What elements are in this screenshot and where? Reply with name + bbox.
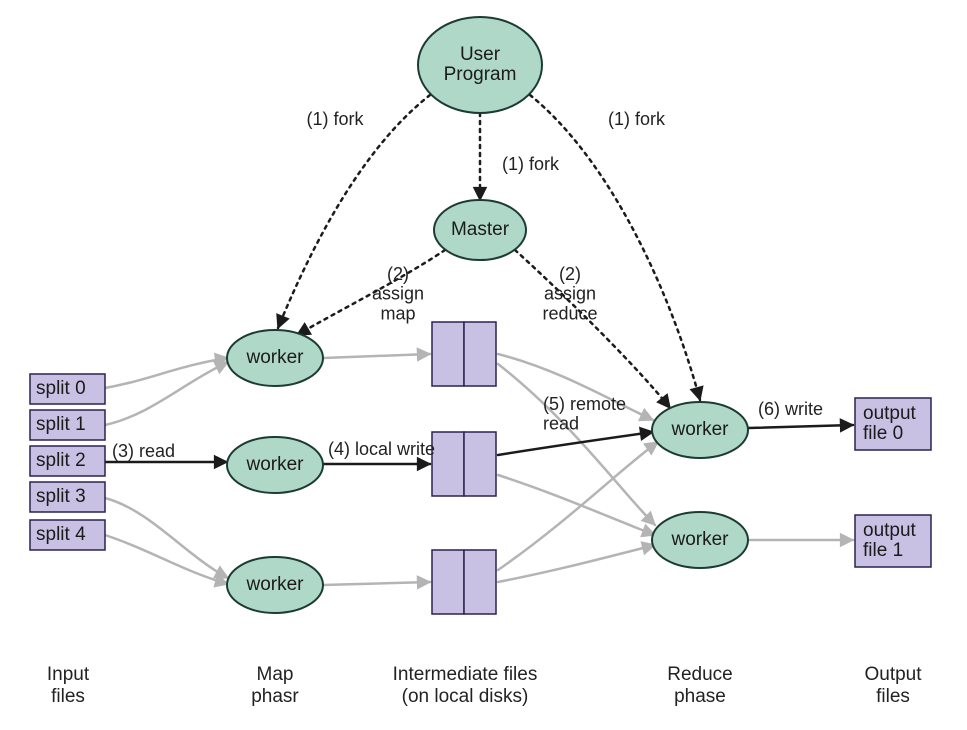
node-mw1: worker <box>227 330 323 386</box>
edge-label: reduce <box>542 303 597 323</box>
node-split0: split 0 <box>30 374 105 404</box>
node-master: Master <box>434 200 526 260</box>
edge-mw1-if1 <box>323 354 430 358</box>
node-label: Master <box>451 219 510 240</box>
column-label: files <box>51 686 85 707</box>
edge-rw1-out0 <box>748 425 853 428</box>
node-if1b <box>464 322 496 386</box>
node-split2: split 2 <box>30 446 105 476</box>
node-label: worker <box>670 529 729 550</box>
column-label: Reduce <box>667 664 733 685</box>
edge-mw3-if3 <box>323 582 430 585</box>
edge-label: (6) write <box>758 399 823 419</box>
node-rw2: worker <box>652 512 748 568</box>
column-label: files <box>876 686 910 707</box>
node-mw2: worker <box>227 437 323 493</box>
node-split4: split 4 <box>30 520 105 550</box>
node-label: split 1 <box>36 414 86 435</box>
node-label: split 4 <box>36 524 86 545</box>
edge-label: assign <box>372 284 424 304</box>
edge-label: (1) fork <box>306 109 364 129</box>
node-label: file 0 <box>863 423 903 444</box>
nodes-layer: UserProgram Master worker worker worker worke… <box>30 17 931 614</box>
edge-label: (2) <box>387 264 409 284</box>
node-label: worker <box>245 574 304 595</box>
edge-if2-rw2 <box>498 475 655 535</box>
node-split1: split 1 <box>30 410 105 440</box>
column-label: phasr <box>251 686 299 707</box>
node-if2a <box>432 432 464 496</box>
node-label: split 0 <box>36 378 86 399</box>
node-label: User <box>460 44 501 65</box>
node-split3: split 3 <box>30 482 105 512</box>
node-label: Program <box>444 64 517 85</box>
node-label: worker <box>245 454 304 475</box>
column-label: Output <box>864 664 922 685</box>
edge-label: (5) remote <box>543 394 626 414</box>
node-if1a <box>432 322 464 386</box>
column-label: Map <box>257 664 294 685</box>
edge-label: (3) read <box>112 441 175 461</box>
node-user_program: UserProgram <box>418 17 542 113</box>
edge-label: (2) <box>559 264 581 284</box>
edge-label: (1) fork <box>608 109 666 129</box>
column-labels-layer: InputfilesMapphasrIntermediate files(on … <box>47 664 922 707</box>
node-label: output <box>863 403 917 424</box>
node-if2b <box>464 432 496 496</box>
node-if3b <box>464 550 496 614</box>
column-label: (on local disks) <box>402 686 529 707</box>
edge-label: read <box>543 414 579 434</box>
column-label: Intermediate files <box>393 664 538 685</box>
edge-s4-mw3 <box>105 535 228 584</box>
node-if3a <box>432 550 464 614</box>
node-label: output <box>863 520 917 541</box>
edge-fork-right <box>530 95 700 400</box>
node-mw3: worker <box>227 557 323 613</box>
column-label: phase <box>674 686 726 707</box>
edge-if1-rw2 <box>498 364 655 525</box>
node-label: file 1 <box>863 540 903 561</box>
node-label: split 3 <box>36 486 86 507</box>
node-label: worker <box>670 419 729 440</box>
node-rw1: worker <box>652 402 748 458</box>
edge-if3-rw2 <box>498 545 655 582</box>
node-out1: outputfile 1 <box>855 515 931 567</box>
node-label: split 2 <box>36 450 86 471</box>
node-label: worker <box>245 347 304 368</box>
edge-label: map <box>380 303 415 323</box>
edge-s3-mw3 <box>105 498 228 578</box>
edge-label: (1) fork <box>502 154 560 174</box>
edge-label: (4) local write <box>328 439 435 459</box>
mapreduce-diagram: UserProgram Master worker worker worker worke… <box>0 0 967 730</box>
column-label: Input <box>47 664 90 685</box>
node-out0: outputfile 0 <box>855 398 931 450</box>
edge-label: assign <box>544 284 596 304</box>
edge-assign-reduce <box>515 250 670 408</box>
